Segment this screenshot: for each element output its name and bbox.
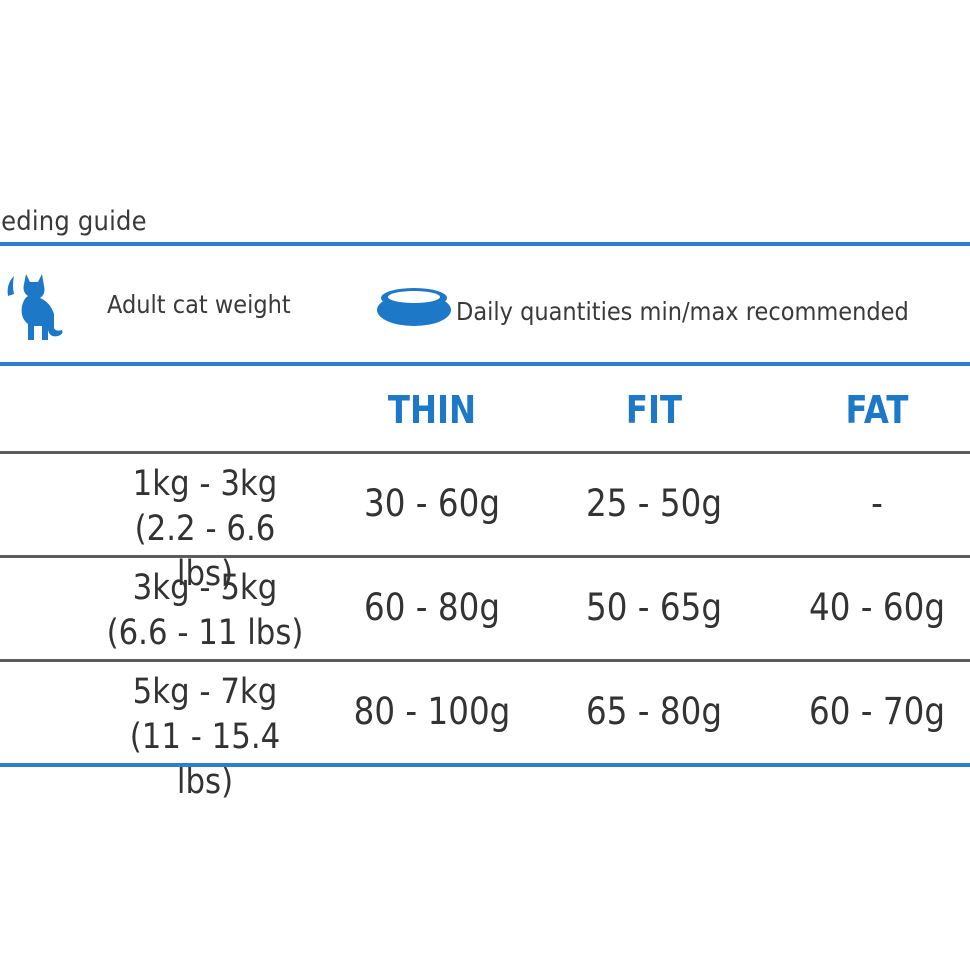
column-fat: FAT — [845, 388, 909, 432]
weight-kg: 1kg - 3kg — [132, 464, 278, 504]
weight-lbs: (11 - 15.4 lbs) — [129, 717, 281, 802]
header-rule — [0, 362, 970, 366]
cat-icon — [7, 274, 63, 340]
column-thin: THIN — [387, 388, 477, 432]
row-divider — [0, 555, 970, 558]
adult-cat-weight-label: Adult cat weight — [107, 290, 291, 319]
feeding-guide-title: eeding guide — [0, 206, 147, 237]
bottom-rule — [0, 763, 970, 767]
weight-kg: 3kg - 5kg — [132, 568, 278, 608]
weight-cell: 1kg - 3kg (2.2 - 6.6 lbs) — [104, 462, 306, 597]
weight-cell: 3kg - 5kg (6.6 - 11 lbs) — [104, 566, 306, 656]
fit-value: 25 - 50g — [586, 482, 722, 525]
thin-value: 80 - 100g — [353, 690, 511, 733]
thin-value: 30 - 60g — [364, 482, 500, 525]
fat-value: 60 - 70g — [809, 690, 945, 733]
fit-value: 50 - 65g — [586, 586, 722, 629]
column-fit: FIT — [625, 388, 683, 432]
table-row: 1kg - 3kg (2.2 - 6.6 lbs) 30 - 60g 25 - … — [0, 454, 970, 594]
thin-value: 60 - 80g — [364, 586, 500, 629]
table-row: 5kg - 7kg (11 - 15.4 lbs) 80 - 100g 65 -… — [0, 662, 970, 802]
food-bowl-icon — [377, 288, 451, 326]
table-row: 3kg - 5kg (6.6 - 11 lbs) 60 - 80g 50 - 6… — [0, 558, 970, 662]
top-rule — [0, 242, 970, 246]
weight-lbs: (2.2 - 6.6 lbs) — [134, 509, 276, 594]
row-divider — [0, 451, 970, 454]
weight-lbs: (6.6 - 11 lbs) — [106, 613, 304, 653]
fat-value: 40 - 60g — [809, 586, 945, 629]
weight-cell: 5kg - 7kg (11 - 15.4 lbs) — [104, 670, 306, 805]
fit-value: 65 - 80g — [586, 690, 722, 733]
row-divider — [0, 659, 970, 662]
weight-kg: 5kg - 7kg — [132, 672, 278, 712]
fat-value: - — [871, 482, 883, 525]
daily-quantities-label: Daily quantities min/max recommended — [456, 297, 909, 326]
